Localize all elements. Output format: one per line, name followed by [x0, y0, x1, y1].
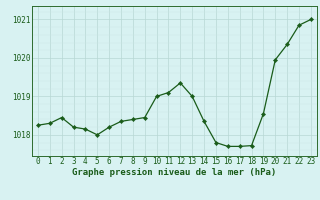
X-axis label: Graphe pression niveau de la mer (hPa): Graphe pression niveau de la mer (hPa) [72, 168, 276, 177]
